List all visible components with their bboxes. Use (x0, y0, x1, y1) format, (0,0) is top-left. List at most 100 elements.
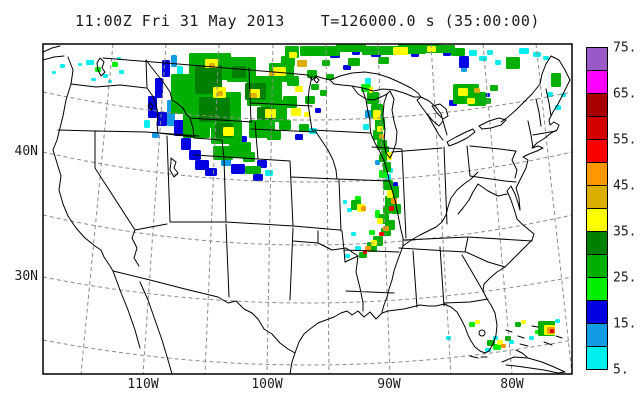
radar-echo (365, 78, 371, 84)
radar-echo (315, 108, 321, 113)
radar-echo (60, 64, 65, 68)
radar-echo (144, 120, 150, 128)
radar-echo (195, 65, 222, 94)
radar-echo (355, 246, 361, 251)
radar-echo (112, 62, 118, 67)
radar-echo (152, 132, 159, 138)
colorbar-cell (586, 323, 608, 347)
radar-echo (281, 56, 295, 66)
lake-okeechobee (478, 329, 486, 337)
radar-echo (343, 65, 351, 70)
radar-echo (52, 71, 56, 74)
latlon-gridlines (43, 44, 572, 374)
radar-echo (265, 109, 276, 118)
radar-echo (543, 56, 549, 60)
lake-michigan (382, 90, 398, 159)
colorbar-tick-label: 5. (613, 362, 629, 378)
radar-echo (86, 60, 94, 65)
radar-echo (355, 196, 361, 201)
radar-echo (326, 74, 334, 80)
radar-echo (307, 70, 317, 78)
radar-echo (383, 226, 389, 231)
radar-echo (474, 88, 480, 93)
lake-erie (446, 128, 476, 147)
forecast-time-label: T=126000.0 s (35:00:00) (320, 12, 540, 30)
radar-echo (387, 152, 392, 160)
radar-echo (483, 98, 491, 104)
canada-border-west (102, 57, 331, 81)
colorbar-cell (586, 93, 608, 117)
radar-echo (367, 92, 379, 104)
radar-echo (251, 93, 257, 98)
radar-echo (336, 44, 366, 52)
state-borders (57, 59, 557, 312)
colorbar-cell (586, 70, 608, 94)
radar-echo (373, 110, 381, 120)
radar-echo (177, 66, 183, 76)
puget-sound (43, 45, 106, 77)
radar-echo (505, 336, 511, 341)
radar-echo (467, 98, 475, 104)
radar-echo (345, 254, 350, 258)
radar-echo (108, 80, 112, 83)
colorbar-tick-label: 35. (613, 224, 637, 240)
colorbar-cell (586, 185, 608, 209)
small-lakes (147, 76, 320, 178)
radar-echo (375, 160, 380, 165)
radar-echo (495, 60, 501, 65)
radar-echo (529, 336, 534, 340)
colorbar-tick-label: 65. (613, 86, 637, 102)
lat-axis-label: 30N (14, 269, 38, 284)
radar-echo (363, 124, 369, 130)
radar-echo (521, 320, 526, 324)
map-frame (42, 43, 573, 375)
radar-echo (506, 57, 520, 69)
radar-echo (291, 108, 301, 116)
radar-echo (375, 210, 380, 218)
radar-echo (469, 50, 477, 56)
colorbar-tick-label: 45. (613, 178, 637, 194)
colorbar-cell (586, 116, 608, 140)
radar-echo (378, 57, 389, 64)
gulf-atlantic-coastline (294, 185, 535, 354)
radar-echo (174, 120, 184, 136)
radar-echo (348, 58, 360, 66)
michigan-shores (351, 85, 448, 153)
west-coastline (52, 56, 114, 272)
radar-echo (119, 70, 124, 74)
radar-echo (287, 76, 299, 86)
radar-echo (304, 112, 310, 117)
radar-echo (343, 200, 347, 204)
radar-echo (273, 67, 286, 76)
radar-echo (362, 46, 402, 55)
radar-echo (487, 50, 493, 55)
colorbar-cell (586, 162, 608, 186)
radar-echo (479, 56, 487, 61)
radar-echo (305, 96, 315, 104)
radar-echo (265, 170, 273, 176)
radar-echo (551, 73, 561, 87)
radar-echo (555, 319, 560, 323)
radar-echo (387, 190, 393, 198)
radar-echo (509, 340, 514, 344)
radar-echo (299, 124, 309, 132)
colorbar-tick-label: 75. (613, 40, 637, 56)
mississippi-river (361, 87, 404, 313)
radar-echo (369, 230, 375, 235)
colorbar-tick-label: 25. (613, 270, 637, 286)
radar-echo (195, 160, 209, 170)
radar-echo (493, 344, 501, 350)
radar-echo-layer (52, 44, 566, 352)
lon-axis-label: 110W (127, 377, 159, 392)
valid-time-label: 11:00Z Fri 31 May 2013 (75, 12, 285, 30)
radar-echo (155, 78, 163, 98)
radar-echo (459, 56, 469, 68)
radar-echo (497, 340, 503, 345)
radar-echo (181, 138, 191, 150)
radar-echo (320, 90, 327, 96)
radar-echo (351, 232, 356, 236)
radar-echo (550, 329, 554, 333)
radar-echo (515, 322, 521, 327)
